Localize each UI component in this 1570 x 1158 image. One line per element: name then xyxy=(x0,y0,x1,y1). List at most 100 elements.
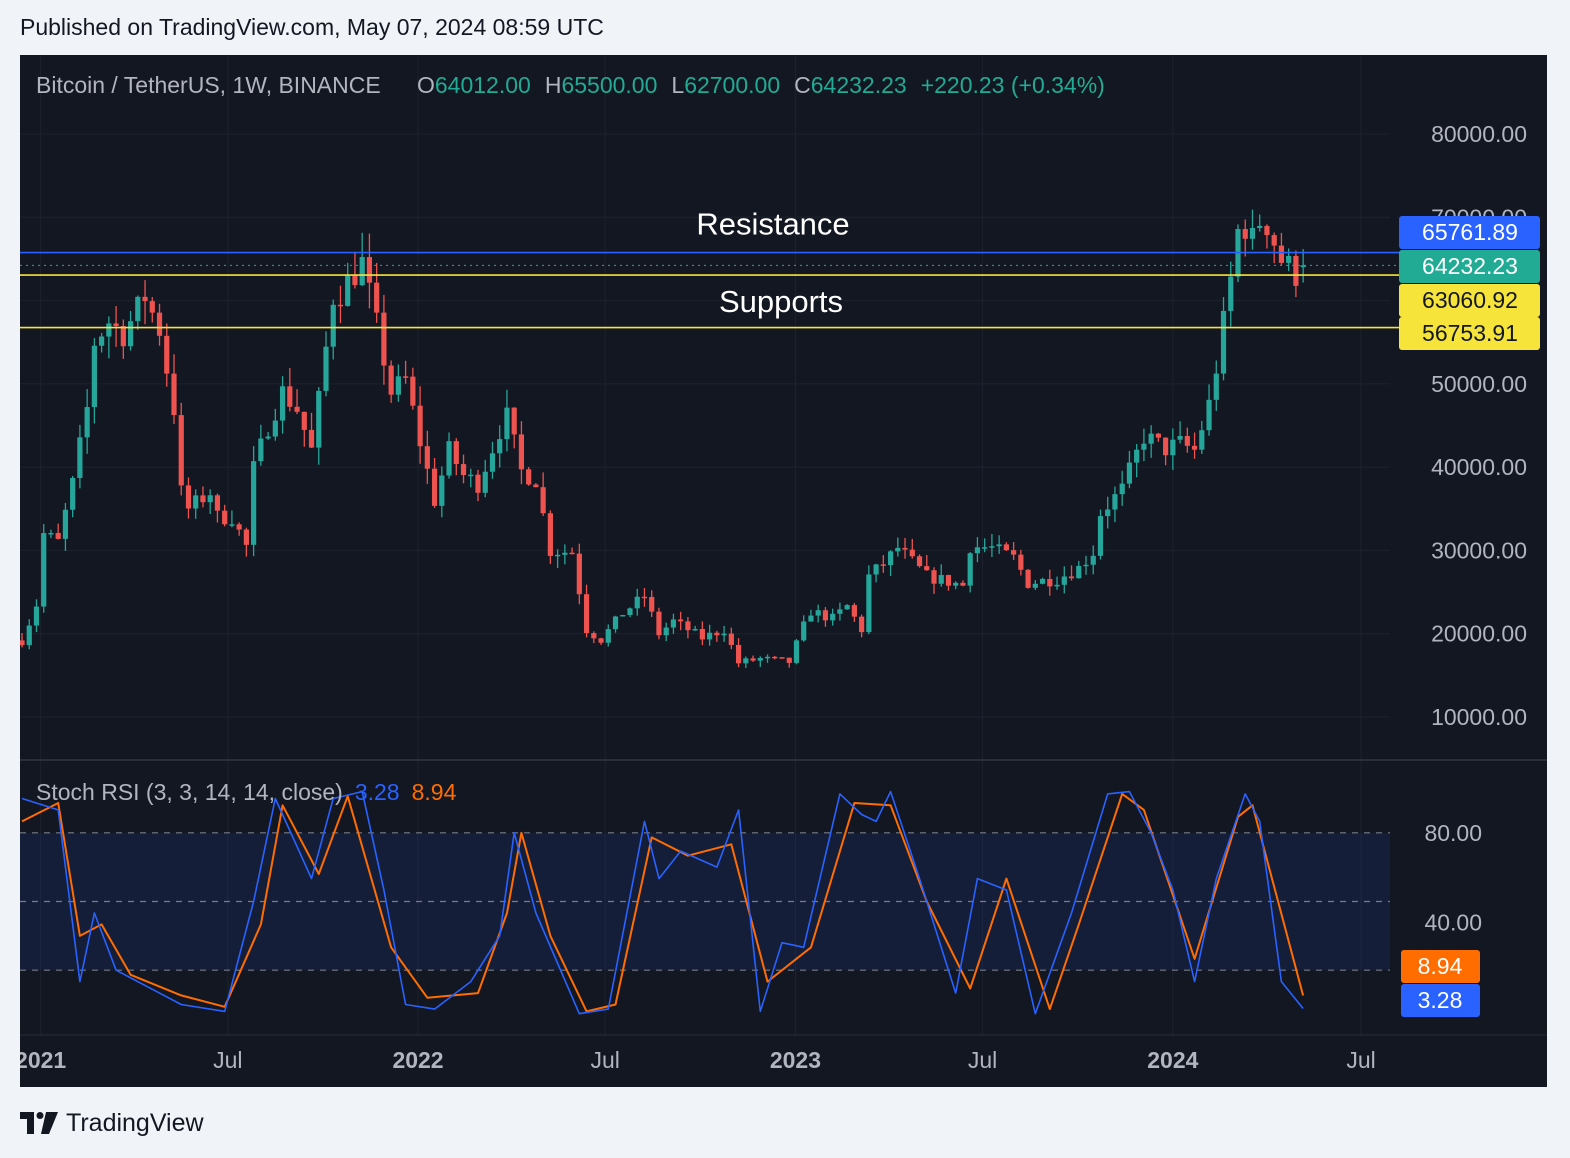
candle[interactable] xyxy=(866,565,872,635)
candle[interactable] xyxy=(1257,214,1263,232)
candle[interactable] xyxy=(1220,297,1227,381)
candle[interactable] xyxy=(678,611,684,631)
candle[interactable] xyxy=(605,624,611,647)
candle[interactable] xyxy=(1032,580,1038,590)
candle[interactable] xyxy=(641,588,648,607)
candle[interactable] xyxy=(931,567,937,594)
candle[interactable] xyxy=(156,303,163,346)
candle[interactable] xyxy=(576,543,582,605)
candle[interactable] xyxy=(1242,219,1248,257)
candle[interactable] xyxy=(1097,509,1104,560)
candle[interactable] xyxy=(938,564,944,587)
candle[interactable] xyxy=(1199,420,1205,454)
candle[interactable] xyxy=(62,502,69,551)
candle[interactable] xyxy=(1206,384,1212,436)
candle[interactable] xyxy=(837,602,843,621)
candle[interactable] xyxy=(945,574,952,591)
candle[interactable] xyxy=(699,621,705,646)
candle[interactable] xyxy=(815,604,821,623)
candle[interactable] xyxy=(627,607,633,618)
candle[interactable] xyxy=(670,613,677,634)
time-axis[interactable]: 2021 Jul 2022 Jul 2023 Jul 2024 Jul xyxy=(20,1047,1376,1073)
candle[interactable] xyxy=(504,389,510,452)
candle[interactable] xyxy=(91,338,97,424)
candle[interactable] xyxy=(1170,428,1176,470)
candle[interactable] xyxy=(562,544,568,565)
candle[interactable] xyxy=(764,654,771,663)
candle[interactable] xyxy=(301,411,307,447)
candle[interactable] xyxy=(974,537,981,563)
candle[interactable] xyxy=(1025,569,1031,589)
candle[interactable] xyxy=(547,510,553,565)
candle[interactable] xyxy=(1177,421,1183,444)
candle[interactable] xyxy=(1163,437,1169,466)
candle[interactable] xyxy=(214,493,221,523)
candle[interactable] xyxy=(417,386,423,464)
candle[interactable] xyxy=(77,424,83,489)
price-tag-support[interactable]: 56753.91 xyxy=(1399,317,1540,350)
candle[interactable] xyxy=(453,438,459,476)
candle[interactable] xyxy=(511,407,517,449)
candle[interactable] xyxy=(1264,224,1270,249)
candle[interactable] xyxy=(1047,569,1053,596)
stoch-k-line[interactable] xyxy=(21,790,1304,1015)
candle[interactable] xyxy=(149,296,155,323)
candle[interactable] xyxy=(48,529,54,539)
candle[interactable] xyxy=(772,655,778,660)
candle[interactable] xyxy=(830,608,836,626)
candle[interactable] xyxy=(1249,209,1256,250)
candle[interactable] xyxy=(106,316,112,359)
candle[interactable] xyxy=(996,535,1002,554)
candle[interactable] xyxy=(583,584,590,638)
candle[interactable] xyxy=(489,441,496,479)
candle[interactable] xyxy=(200,486,206,508)
stoch-d-tag[interactable]: 8.94 xyxy=(1401,950,1480,983)
candle[interactable] xyxy=(1068,565,1075,581)
candle[interactable] xyxy=(649,590,655,618)
candle[interactable] xyxy=(721,625,727,642)
candle[interactable] xyxy=(193,489,199,519)
candle[interactable] xyxy=(569,547,575,555)
candle[interactable] xyxy=(395,364,401,402)
price-axis[interactable]: 80000.0070000.0050000.0040000.0030000.00… xyxy=(1399,121,1540,730)
candle[interactable] xyxy=(786,657,792,668)
candle[interactable] xyxy=(743,656,749,669)
candle[interactable] xyxy=(1278,232,1285,266)
candle[interactable] xyxy=(482,459,488,498)
candle[interactable] xyxy=(359,232,365,287)
candle[interactable] xyxy=(555,549,561,569)
candle[interactable] xyxy=(634,588,640,616)
price-tag-resistance[interactable]: 65761.89 xyxy=(1399,216,1540,249)
candle[interactable] xyxy=(960,580,966,587)
stoch-rsi-pane[interactable]: 80.00 40.00 8.94 3.28 xyxy=(20,790,1482,1017)
candle[interactable] xyxy=(1105,496,1111,529)
candle[interactable] xyxy=(880,555,886,573)
candle[interactable] xyxy=(243,527,249,557)
candle[interactable] xyxy=(895,537,901,557)
candle[interactable] xyxy=(460,454,467,484)
candle[interactable] xyxy=(41,523,47,613)
candle[interactable] xyxy=(142,280,148,325)
candle[interactable] xyxy=(526,467,532,486)
candle[interactable] xyxy=(620,614,626,617)
candle[interactable] xyxy=(902,537,908,559)
candle[interactable] xyxy=(1112,486,1118,523)
candle[interactable] xyxy=(1090,545,1096,575)
candle[interactable] xyxy=(967,552,973,593)
candle[interactable] xyxy=(366,233,373,309)
candle[interactable] xyxy=(388,360,394,403)
stoch-k-tag[interactable]: 3.28 xyxy=(1401,984,1480,1017)
candle[interactable] xyxy=(793,639,800,665)
stoch-d-line[interactable] xyxy=(21,792,1305,1013)
candle[interactable] xyxy=(779,657,785,659)
price-tag-last[interactable]: 64232.23 xyxy=(1399,250,1540,283)
candle[interactable] xyxy=(1011,542,1017,560)
candle[interactable] xyxy=(801,615,807,642)
candle[interactable] xyxy=(612,615,619,633)
candle[interactable] xyxy=(728,627,734,650)
candle[interactable] xyxy=(323,331,329,397)
candle[interactable] xyxy=(26,619,32,650)
candle[interactable] xyxy=(1271,232,1277,264)
candle[interactable] xyxy=(337,285,344,324)
candle[interactable] xyxy=(887,550,894,576)
